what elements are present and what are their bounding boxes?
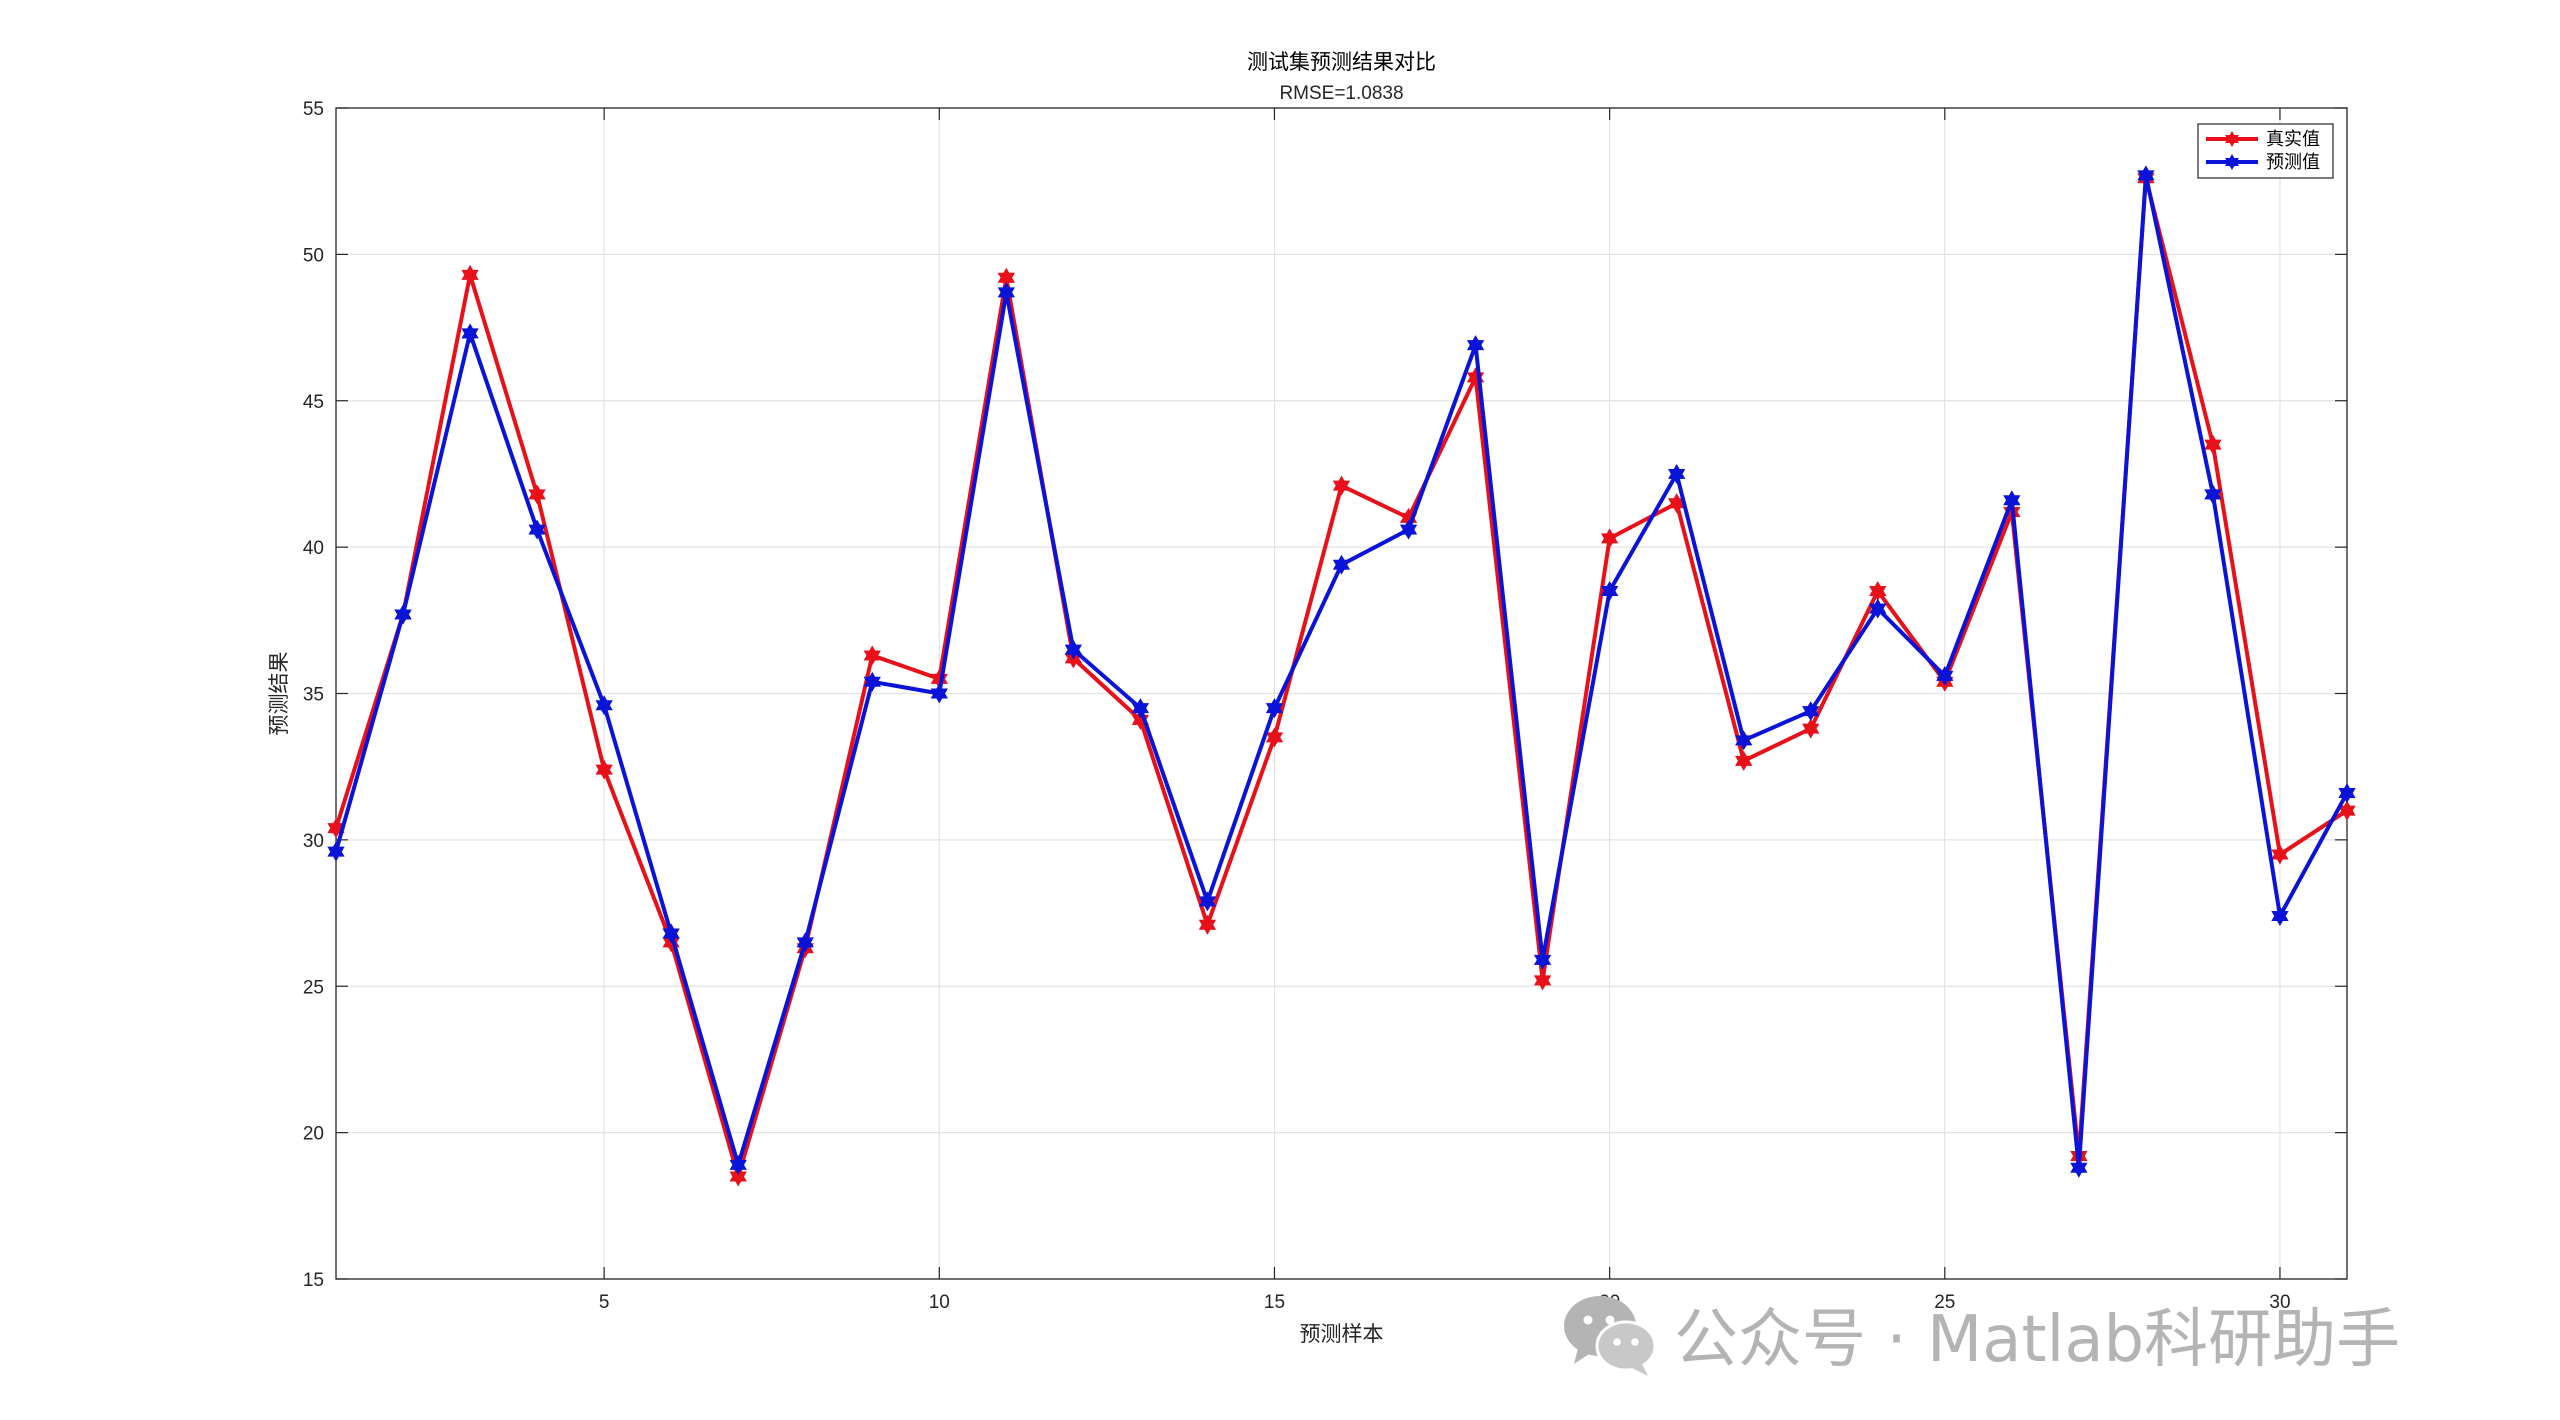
series-2 — [327, 165, 2356, 1178]
data-point — [729, 1154, 747, 1175]
data-point — [997, 282, 1015, 303]
watermark-text: 公众号 · Matlab科研助手 — [1674, 1303, 2401, 1377]
x-tick-label: 25 — [1934, 1292, 1955, 1313]
y-tick-label: 30 — [303, 831, 324, 852]
x-tick-label: 15 — [1264, 1292, 1285, 1313]
data-point — [528, 519, 546, 540]
data-point — [1735, 750, 1753, 771]
data-point — [1332, 475, 1351, 496]
data-point — [2070, 1157, 2088, 1178]
data-point — [1466, 335, 1485, 356]
axis-ticks: 51015202530152025303540455055 — [303, 99, 2347, 1313]
chart-title: 测试集预测结果对比 — [1247, 50, 1436, 74]
data-point — [1533, 970, 1552, 991]
data-point — [2204, 434, 2222, 455]
data-point — [1064, 639, 1083, 660]
y-tick-label: 50 — [303, 245, 324, 266]
data-point — [461, 264, 479, 285]
y-tick-label: 35 — [303, 685, 324, 706]
wechat-icon — [1564, 1296, 1657, 1376]
y-tick-label: 45 — [303, 392, 324, 413]
data-point — [2003, 490, 2021, 511]
data-point — [1668, 463, 1686, 484]
data-point — [394, 604, 412, 625]
data-point — [528, 484, 546, 505]
data-point — [1869, 598, 1887, 619]
watermark: 公众号 · Matlab科研助手 — [1560, 1288, 2400, 1380]
legend-marker — [2225, 131, 2239, 147]
data-point — [1399, 519, 1418, 540]
data-point — [2271, 844, 2289, 865]
data-point — [1936, 665, 1954, 686]
data-point — [461, 323, 479, 344]
data-point — [796, 932, 814, 953]
y-tick-label: 40 — [303, 538, 324, 559]
legend-marker — [2225, 154, 2239, 170]
data-point — [1265, 698, 1284, 719]
data-point — [2271, 905, 2289, 926]
grid-lines — [336, 107, 2347, 1280]
data-point — [662, 923, 680, 944]
chart-subtitle: RMSE=1.0838 — [1279, 83, 1403, 104]
y-tick-label: 20 — [303, 1124, 324, 1145]
data-point — [863, 645, 881, 666]
legend-label: 预测值 — [2266, 152, 2320, 173]
x-tick-label: 5 — [599, 1292, 610, 1313]
series-1 — [327, 168, 2356, 1187]
data-point — [1198, 891, 1217, 912]
series-line — [334, 173, 2349, 1170]
data-point — [863, 671, 881, 692]
data-point — [1600, 581, 1619, 602]
legend-item: 预测值 — [2206, 152, 2320, 173]
y-tick-label: 25 — [303, 977, 324, 998]
data-point — [930, 683, 948, 704]
data-point — [1802, 718, 1820, 739]
x-axis-label: 预测样本 — [1300, 1322, 1384, 1346]
data-point — [1265, 727, 1284, 748]
y-tick-label: 55 — [303, 99, 324, 120]
data-point — [1600, 528, 1619, 549]
data-point — [2137, 165, 2155, 186]
data-point — [729, 1166, 747, 1187]
data-point — [595, 695, 613, 716]
x-tick-label: 30 — [2269, 1292, 2290, 1313]
legend-box — [2197, 123, 2334, 179]
data-point — [1332, 554, 1351, 575]
series-line — [334, 176, 2349, 1179]
data-point — [1735, 730, 1753, 751]
series-layer — [327, 165, 2356, 1187]
data-point — [1802, 701, 1820, 722]
data-point — [327, 841, 345, 862]
data-point — [1131, 698, 1150, 719]
data-point — [1198, 914, 1217, 935]
x-tick-label: 10 — [929, 1292, 950, 1313]
data-point — [2338, 783, 2356, 804]
data-point — [2204, 484, 2222, 505]
y-axis-label: 预测结果 — [267, 652, 291, 736]
data-point — [595, 759, 613, 780]
legend-item: 真实值 — [2206, 129, 2320, 150]
y-tick-label: 15 — [303, 1270, 324, 1291]
data-point — [1533, 949, 1552, 970]
legend-label: 真实值 — [2266, 129, 2320, 150]
